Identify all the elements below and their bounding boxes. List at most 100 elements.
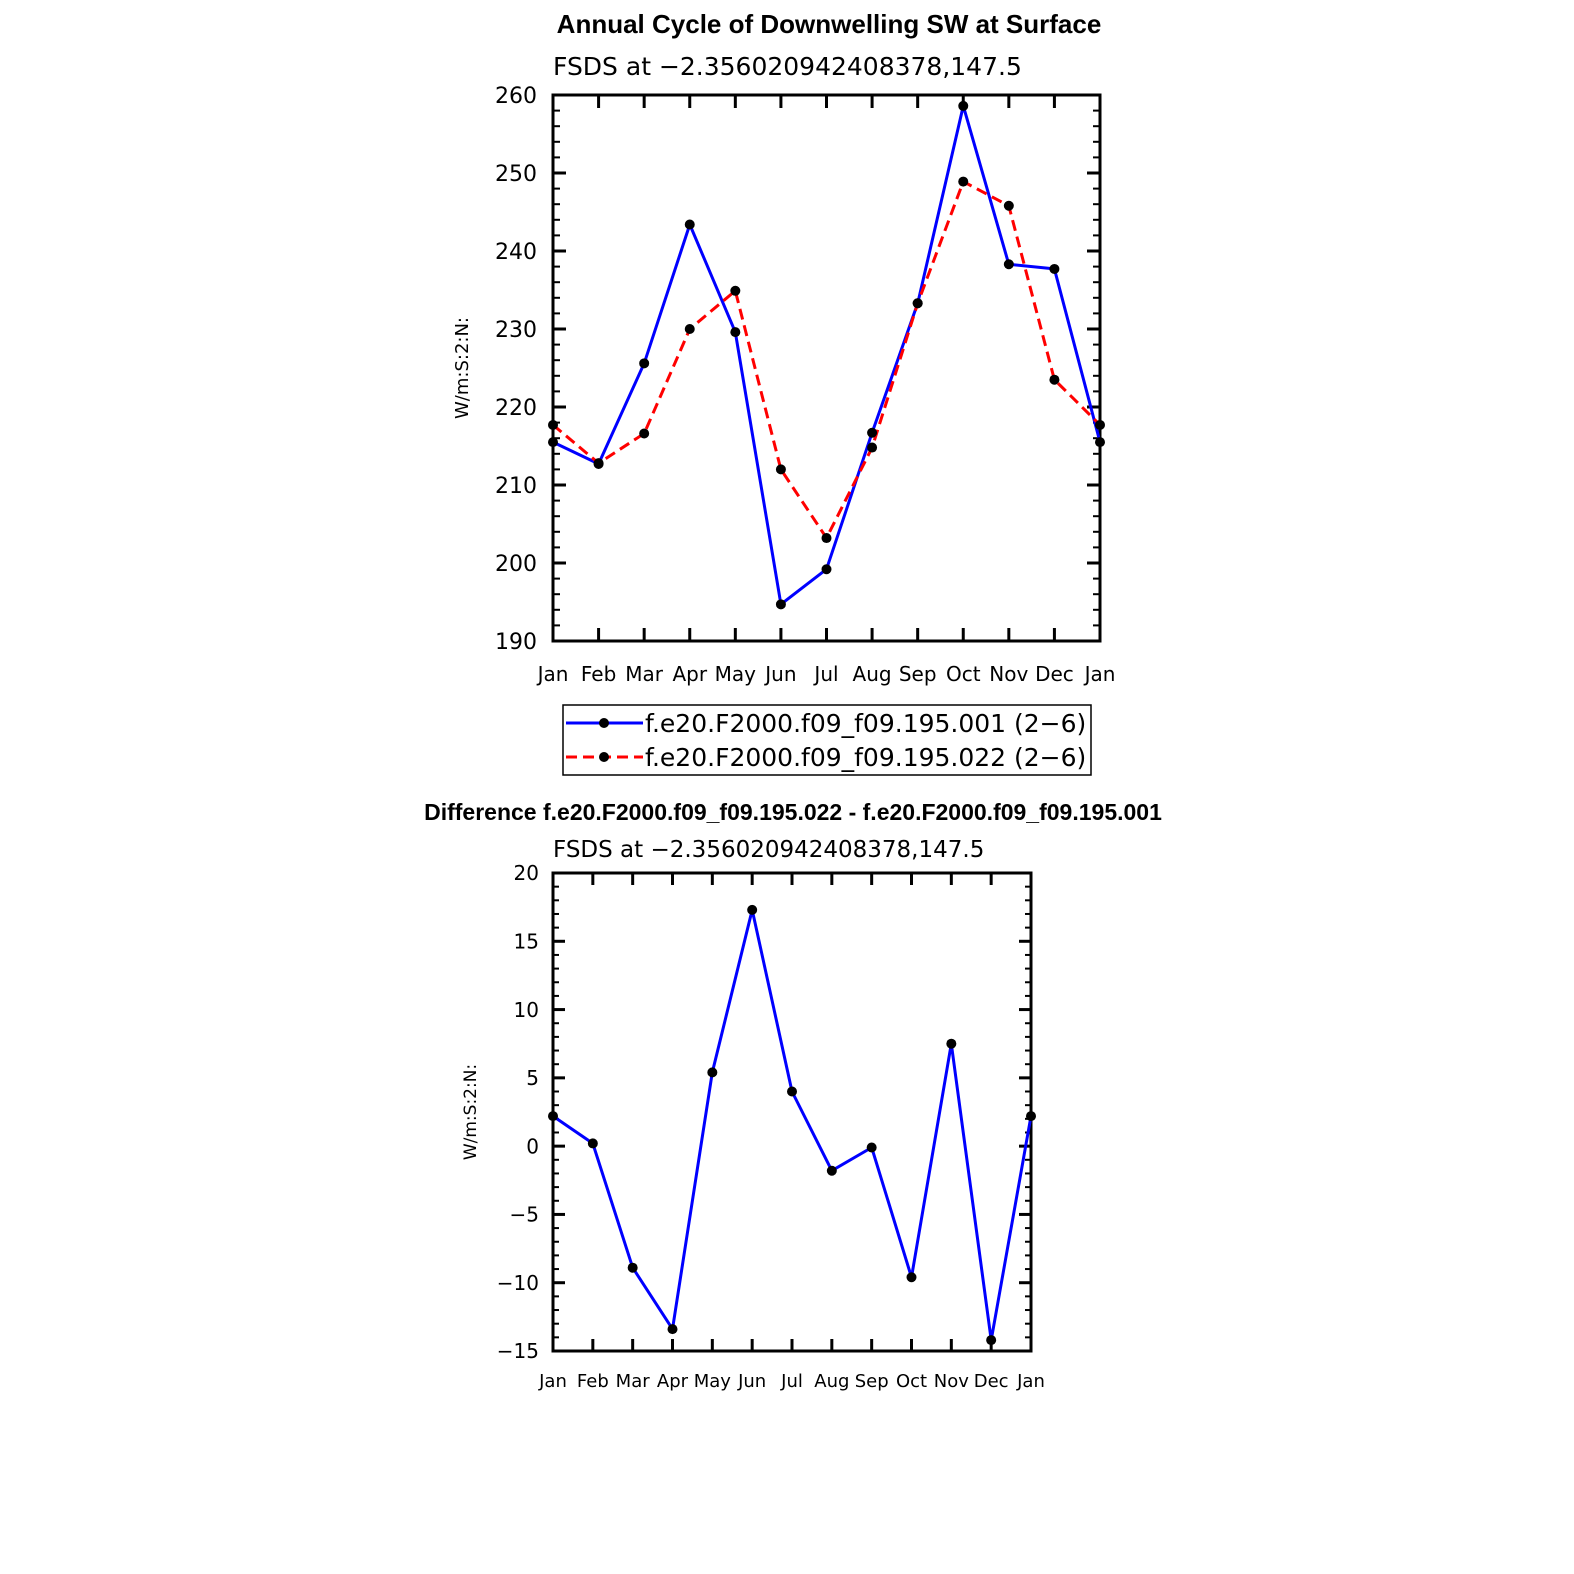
legend-marker-series-1	[599, 718, 609, 728]
difference-chart: Difference f.e20.F2000.f09_f09.195.022 -…	[424, 799, 1162, 1392]
data-point-series-1	[906, 1272, 917, 1283]
chart-subtitle: FSDS at −2.356020942408378,147.5	[553, 837, 984, 863]
x-tick-label: Mar	[616, 1371, 651, 1392]
legend-entry-series-2: f.e20.F2000.f09_f09.195.022 (2−6)	[566, 743, 1086, 772]
tick-marks	[551, 93, 1102, 643]
x-tick-label: Feb	[581, 662, 616, 686]
legend-label-series-2: f.e20.F2000.f09_f09.195.022 (2−6)	[645, 743, 1086, 772]
chart-subtitle: FSDS at −2.356020942408378,147.5	[553, 52, 1022, 81]
y-tick-label: 210	[495, 474, 537, 499]
y-tick-label: 15	[514, 929, 539, 953]
annual-cycle-chart: Annual Cycle of Downwelling SW at Surfac…	[452, 9, 1116, 776]
data-point-series-2	[775, 464, 786, 475]
legend-marker-series-2	[599, 752, 609, 762]
data-point-series-1	[1049, 263, 1060, 274]
data-point-series-1	[548, 1111, 558, 1122]
data-point-series-2	[821, 533, 832, 544]
y-tick-label: 220	[495, 396, 537, 421]
data-point-series-1	[787, 1086, 797, 1097]
data-point-series-1	[707, 1067, 718, 1078]
series-line-1	[552, 908, 1033, 1342]
data-point-series-1	[747, 904, 758, 915]
data-point-series-2	[1003, 200, 1014, 211]
data-point-series-2	[1049, 374, 1060, 385]
x-tick-label: Nov	[989, 662, 1028, 686]
data-point-series-1	[548, 437, 558, 448]
data-point-series-2	[684, 324, 695, 334]
x-tick-label: Jul	[780, 1371, 803, 1392]
x-tick-label: Jan	[1016, 1371, 1045, 1392]
x-tick-labels: Jan Feb Mar Apr May Jun Jul Aug Sep Oct Nov Dec Jan	[536, 662, 1116, 686]
y-tick-labels: −15 −10 −5 0 5 10 15 20	[497, 861, 539, 1363]
y-tick-label: 200	[495, 552, 537, 577]
y-tick-label: 5	[526, 1066, 539, 1090]
series-line-2	[552, 180, 1102, 540]
data-point-series-2	[548, 419, 558, 430]
data-point-series-1	[1003, 259, 1014, 270]
y-tick-label: 240	[495, 240, 537, 265]
y-tick-labels: 190 200 210 220 230 240 250 260	[495, 84, 537, 655]
series-group	[548, 904, 1036, 1346]
data-point-series-1	[958, 100, 969, 111]
data-point-series-1	[867, 427, 878, 438]
y-tick-label: −5	[510, 1203, 539, 1227]
x-tick-label: Oct	[946, 662, 981, 686]
x-tick-label: May	[715, 662, 757, 686]
series-group	[548, 100, 1105, 610]
data-point-series-1	[730, 327, 741, 338]
data-point-series-2	[912, 298, 923, 309]
x-tick-label: Jan	[536, 662, 569, 686]
data-point-series-1	[667, 1324, 678, 1335]
y-axis-label: W/m:S:2:N:	[461, 1064, 481, 1160]
x-tick-label: Sep	[899, 662, 937, 686]
x-tick-label: Sep	[855, 1371, 889, 1392]
x-tick-label: May	[694, 1371, 732, 1392]
y-axis-label: W/m:S:2:N:	[452, 317, 473, 419]
data-point-series-1	[1095, 437, 1105, 448]
x-tick-label: Dec	[1035, 662, 1074, 686]
legend: f.e20.F2000.f09_f09.195.001 (2−6) f.e20.…	[562, 704, 1092, 776]
x-tick-label: Dec	[974, 1371, 1009, 1392]
chart-title: Annual Cycle of Downwelling SW at Surfac…	[557, 9, 1102, 39]
data-point-series-2	[1095, 419, 1105, 430]
data-point-series-1	[946, 1038, 957, 1049]
y-tick-label: −15	[497, 1339, 539, 1363]
series-line-1	[552, 104, 1102, 606]
data-point-series-1	[684, 219, 695, 230]
x-tick-label: Nov	[934, 1371, 969, 1392]
legend-box	[562, 704, 1092, 776]
data-point-series-2	[730, 285, 741, 296]
tick-marks	[551, 871, 1033, 1353]
data-point-series-1	[866, 1142, 877, 1153]
x-tick-label: Jul	[812, 662, 838, 686]
x-tick-label: Jun	[763, 662, 796, 686]
data-point-series-1	[587, 1138, 598, 1149]
data-point-series-2	[639, 428, 650, 439]
data-point-series-2	[593, 458, 604, 469]
y-tick-label: −10	[497, 1271, 539, 1295]
x-tick-label: Jan	[538, 1371, 567, 1392]
data-point-series-2	[867, 442, 878, 453]
data-point-series-1	[627, 1262, 638, 1273]
chart-title: Difference f.e20.F2000.f09_f09.195.022 -…	[424, 799, 1162, 825]
plot-frame	[551, 93, 1102, 643]
x-tick-label: Jun	[737, 1371, 766, 1392]
data-point-series-1	[826, 1165, 837, 1176]
x-tick-label: Apr	[672, 662, 707, 686]
y-tick-label: 250	[495, 162, 537, 187]
data-point-series-1	[775, 599, 786, 610]
x-tick-label: Aug	[853, 662, 892, 686]
y-tick-label: 0	[526, 1134, 539, 1158]
x-tick-label: Jan	[1083, 662, 1116, 686]
y-tick-label: 190	[495, 630, 537, 655]
legend-label-series-1: f.e20.F2000.f09_f09.195.001 (2−6)	[645, 709, 1086, 738]
data-point-series-1	[639, 358, 650, 369]
y-tick-label: 20	[514, 861, 539, 885]
data-point-series-1	[821, 564, 832, 575]
data-point-series-2	[958, 176, 969, 187]
y-tick-label: 260	[495, 84, 537, 109]
data-point-series-1	[1026, 1111, 1036, 1122]
x-tick-label: Feb	[577, 1371, 609, 1392]
x-tick-label: Mar	[625, 662, 664, 686]
